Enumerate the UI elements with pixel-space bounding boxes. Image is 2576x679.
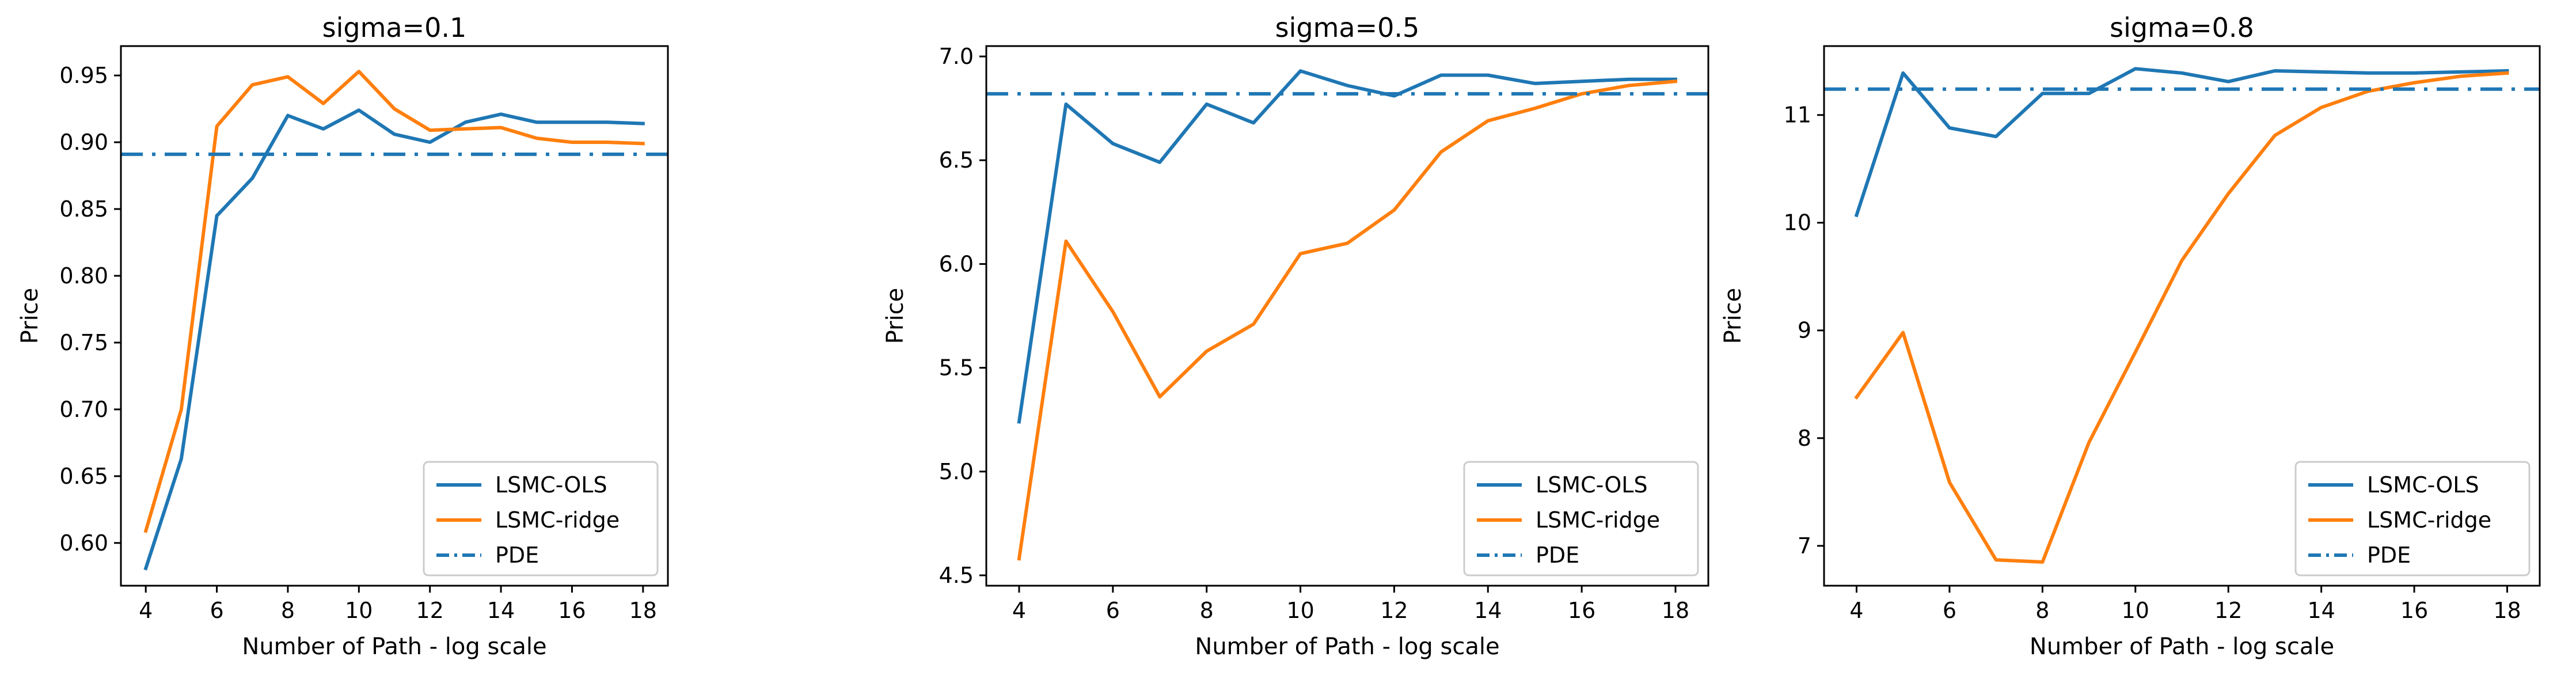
legend-label: LSMC-OLS: [495, 472, 607, 498]
axes-frame: [985, 45, 1709, 587]
chart-title: sigma=0.5: [1275, 12, 1420, 43]
x-tick-label: 8: [281, 598, 295, 623]
x-tick-label: 12: [2214, 598, 2242, 623]
legend-label: LSMC-ridge: [2367, 507, 2491, 533]
x-axis-label: Number of Path - log scale: [1195, 634, 1499, 660]
legend: LSMC-OLS LSMC-ridge PDE: [423, 461, 659, 576]
x-tick-label: 18: [2493, 598, 2521, 623]
y-tick-label: 4.5: [939, 563, 974, 588]
x-tick-label: 16: [1568, 598, 1595, 623]
y-tick-label: 7: [1798, 533, 1811, 559]
y-tick-label: 0.70: [59, 397, 108, 422]
x-tick-label: 6: [210, 598, 223, 623]
subplot-3: 4 6 8 10 12 14 16 18 7 8 9 10 11 sigma=0.8 Number of P…: [1720, 12, 2541, 660]
x-axis-label: Number of Path - log scale: [2030, 634, 2334, 660]
x-tick-label: 12: [416, 598, 444, 623]
x-tick-label: 10: [345, 598, 373, 623]
plot-area: [1824, 67, 2540, 564]
x-axis-label: Number of Path - log scale: [242, 634, 546, 660]
y-tick-label: 9: [1798, 318, 1811, 343]
chart-title: sigma=0.8: [2110, 12, 2254, 43]
y-tick-label: 11: [1784, 103, 1811, 128]
lsmc-ridge-line: [143, 70, 645, 533]
x-tick-label: 4: [1849, 598, 1863, 623]
x-tick-label: 8: [2035, 598, 2049, 623]
y-tick-label: 0.80: [59, 263, 108, 289]
x-tick-label: 18: [1662, 598, 1689, 623]
y-tick-label: 6.0: [939, 251, 974, 276]
y-tick-label: 0.85: [59, 196, 108, 222]
x-tick-label: 16: [558, 598, 586, 623]
legend-box: [423, 461, 659, 576]
legend: LSMC-OLS LSMC-ridge PDE: [2294, 461, 2531, 576]
lsmc-ols-line: [1017, 69, 1677, 424]
legend-box: [1463, 461, 1699, 576]
legend: LSMC-OLS LSMC-ridge PDE: [1463, 461, 1699, 576]
axes-frame: [120, 45, 669, 587]
legend-label: LSMC-OLS: [1536, 472, 1648, 498]
x-tick-label: 14: [487, 598, 515, 623]
lsmc-ridge-line: [1854, 71, 2509, 564]
x-tick-label: 6: [1943, 598, 1956, 623]
y-tick-label: 0.65: [59, 464, 108, 489]
axes-frame: [1823, 45, 2541, 587]
y-tick-label: 5.0: [939, 459, 974, 484]
y-tick-label: 0.95: [59, 63, 108, 88]
x-tick-label: 6: [1106, 598, 1120, 623]
y-tick-label: 10: [1784, 210, 1811, 236]
y-tick-label: 5.5: [939, 355, 974, 381]
legend-label: LSMC-OLS: [2367, 472, 2479, 498]
y-tick-label: 0.75: [59, 330, 108, 355]
y-tick-label: 0.90: [59, 130, 108, 155]
legend-box: [2294, 461, 2531, 576]
x-tick-label: 14: [2307, 598, 2335, 623]
lsmc-ridge-line: [1017, 79, 1678, 561]
subplot-2: 4 6 8 10 12 14 16 18 4.5 5.0 5.5 6.0 6.5 7.0 sigma=0.5…: [882, 12, 1709, 660]
y-axis-label: Price: [17, 288, 43, 344]
x-tick-label: 12: [1380, 598, 1408, 623]
x-tick-label: 4: [1012, 598, 1026, 623]
legend-label: PDE: [1536, 543, 1579, 568]
y-axis-label: Price: [1720, 288, 1746, 344]
lsmc-ols-line: [143, 108, 645, 571]
y-tick-label: 8: [1798, 426, 1811, 451]
subplot-1: 4 6 8 10 12 14 16 18 0.60 0.65 0.70 0.75 0.80 0.85 0.9…: [17, 12, 669, 660]
y-tick-label: 7.0: [939, 44, 974, 69]
x-tick-label: 18: [629, 598, 657, 623]
x-tick-label: 10: [2122, 598, 2149, 623]
y-tick-label: 6.5: [939, 147, 974, 173]
y-axis-label: Price: [882, 288, 909, 344]
chart-title: sigma=0.1: [322, 12, 467, 43]
x-tick-label: 4: [139, 598, 153, 623]
lsmc-ols-line: [1854, 67, 2509, 218]
legend-label: PDE: [2367, 543, 2411, 568]
legend-label: PDE: [495, 543, 539, 568]
x-tick-label: 8: [1200, 598, 1214, 623]
plot-area: [986, 69, 1708, 561]
legend-label: LSMC-ridge: [1536, 507, 1660, 533]
plot-area: [121, 70, 668, 571]
legend-label: LSMC-ridge: [495, 507, 620, 533]
y-tick-label: 0.60: [59, 530, 108, 556]
x-tick-label: 14: [1474, 598, 1502, 623]
x-tick-label: 16: [2400, 598, 2428, 623]
x-tick-label: 10: [1286, 598, 1314, 623]
